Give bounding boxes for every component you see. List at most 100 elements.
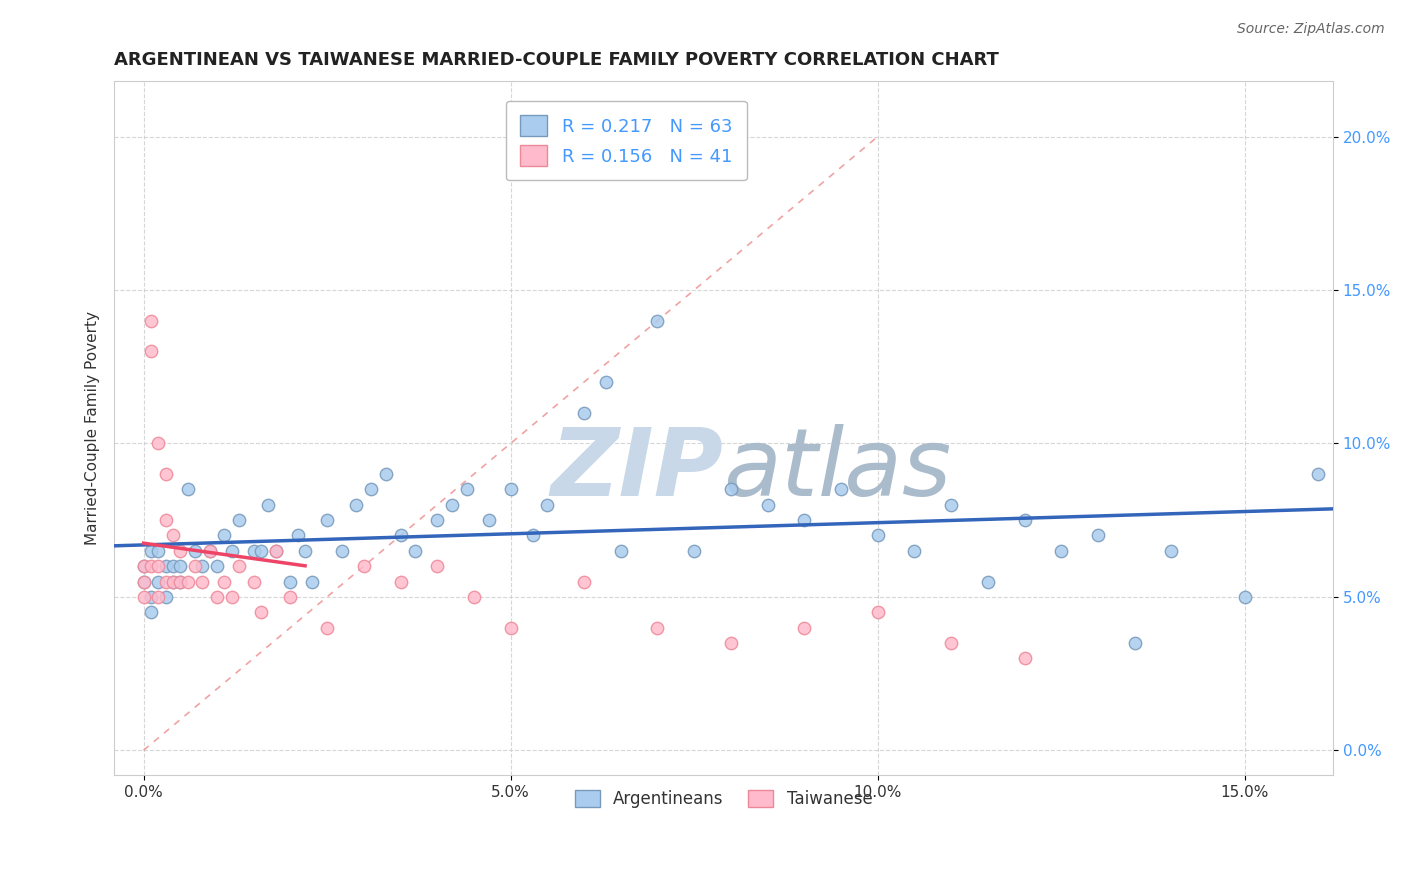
Point [647,621,669,635]
Point [176,574,198,589]
Point [139,344,162,359]
Point [155,574,177,589]
Point [132,574,155,589]
Point [866,605,889,619]
Point [214,574,236,589]
Point [169,574,191,589]
Legend: Argentineans, Taiwanese: Argentineans, Taiwanese [568,783,879,815]
Point [294,544,316,558]
Point [316,621,339,635]
Point [155,590,177,604]
Point [155,559,177,574]
Point [148,574,170,589]
Point [242,574,264,589]
Point [214,528,236,542]
Point [939,498,962,512]
Point [169,559,191,574]
Point [198,544,221,558]
Point [184,544,207,558]
Point [139,544,162,558]
Point [221,544,243,558]
Point [250,544,273,558]
Point [176,483,198,497]
Point [139,559,162,574]
Point [162,574,184,589]
Point [1050,544,1073,558]
Point [191,574,214,589]
Point [1087,528,1109,542]
Point [426,513,449,527]
Point [572,406,595,420]
Point [155,513,177,527]
Point [301,574,323,589]
Point [148,559,170,574]
Point [132,559,155,574]
Point [242,544,264,558]
Point [316,513,339,527]
Y-axis label: Married-Couple Family Poverty: Married-Couple Family Poverty [86,311,100,545]
Point [250,605,273,619]
Point [866,528,889,542]
Text: Source: ZipAtlas.com: Source: ZipAtlas.com [1237,22,1385,37]
Point [647,314,669,328]
Point [683,544,706,558]
Point [977,574,1000,589]
Point [155,467,177,482]
Point [330,544,353,558]
Text: ZIP: ZIP [551,424,724,516]
Point [830,483,852,497]
Point [720,636,742,650]
Point [1233,590,1256,604]
Point [132,590,155,604]
Point [264,544,287,558]
Point [198,544,221,558]
Point [756,498,779,512]
Point [169,544,191,558]
Point [1160,544,1182,558]
Point [374,467,396,482]
Point [456,483,478,497]
Point [389,574,412,589]
Point [1014,513,1036,527]
Point [939,636,962,650]
Point [463,590,485,604]
Point [148,436,170,450]
Point [360,483,382,497]
Text: ARGENTINEAN VS TAIWANESE MARRIED-COUPLE FAMILY POVERTY CORRELATION CHART: ARGENTINEAN VS TAIWANESE MARRIED-COUPLE … [114,51,1000,69]
Point [793,621,815,635]
Text: atlas: atlas [724,425,952,516]
Point [169,574,191,589]
Point [353,559,375,574]
Point [346,498,368,512]
Point [1123,636,1146,650]
Point [148,590,170,604]
Point [287,528,309,542]
Point [1014,651,1036,665]
Point [610,544,633,558]
Point [572,574,595,589]
Point [132,559,155,574]
Point [720,483,742,497]
Point [139,590,162,604]
Point [205,590,228,604]
Point [440,498,463,512]
Point [389,528,412,542]
Point [478,513,501,527]
Point [499,483,522,497]
Point [1308,467,1330,482]
Point [162,559,184,574]
Point [184,559,207,574]
Point [228,559,250,574]
Point [264,544,287,558]
Point [522,528,544,542]
Point [257,498,280,512]
Point [228,513,250,527]
Point [205,559,228,574]
Point [139,314,162,328]
Point [499,621,522,635]
Point [903,544,925,558]
Point [280,590,302,604]
Point [426,559,449,574]
Point [139,605,162,619]
Point [221,590,243,604]
